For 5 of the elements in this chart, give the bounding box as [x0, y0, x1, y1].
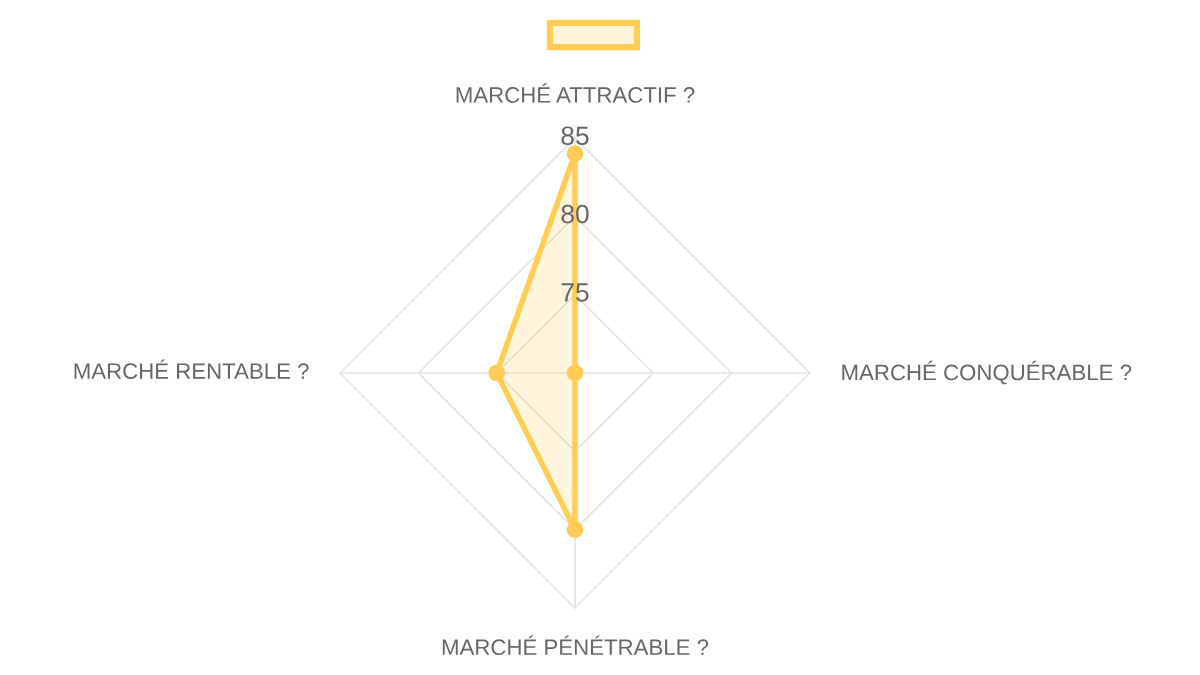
spoke-label: MARCHÉ CONQUÉRABLE ?	[842, 360, 1132, 385]
spoke-label: MARCHÉ ATTRACTIF ?	[456, 83, 695, 103]
y-tick-label: 85	[561, 126, 589, 146]
spoke-label: MARCHÉ RENTABLE ?	[74, 359, 309, 379]
spoke-label: MARCHÉ PÉNÉTRABLE ?	[442, 635, 709, 656]
